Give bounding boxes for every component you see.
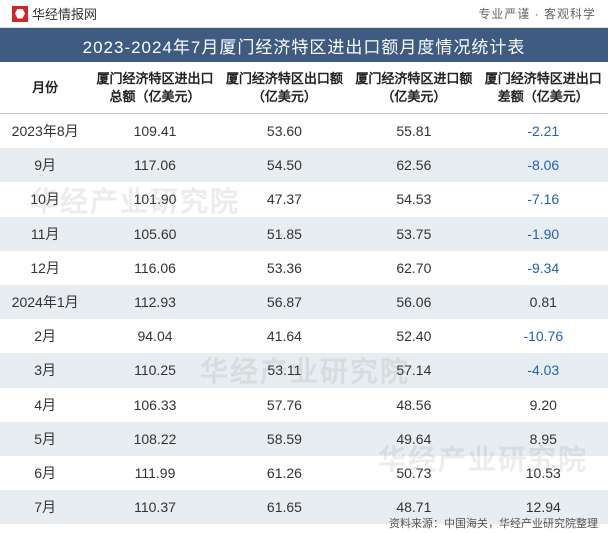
cell-total: 105.60 [90, 217, 219, 251]
table-row: 9月117.0654.5062.56-8.06 [0, 148, 608, 182]
table-row: 12月116.0653.3662.70-9.34 [0, 251, 608, 285]
table-row: 2024年1月112.9356.8756.060.81 [0, 285, 608, 319]
site-slogan: 专业严谨 · 客观科学 [478, 5, 596, 22]
cell-diff: -9.34 [479, 251, 608, 285]
cell-month: 12月 [0, 251, 90, 285]
col-export: 厦门经济特区出口额（亿美元） [220, 62, 349, 114]
page-title: 2023-2024年7月厦门经济特区进出口额月度情况统计表 [0, 28, 608, 62]
cell-import: 49.64 [349, 422, 478, 456]
header-row: 月份 厦门经济特区进出口总额（亿美元） 厦门经济特区出口额（亿美元） 厦门经济特… [0, 62, 608, 114]
cell-diff: 10.53 [479, 456, 608, 490]
topbar: 华经情报网 专业严谨 · 客观科学 [0, 0, 608, 28]
cell-total: 94.04 [90, 319, 219, 353]
cell-month: 7月 [0, 490, 90, 524]
col-total: 厦门经济特区进出口总额（亿美元） [90, 62, 219, 114]
col-month: 月份 [0, 62, 90, 114]
cell-import: 62.70 [349, 251, 478, 285]
cell-month: 11月 [0, 217, 90, 251]
cell-export: 53.36 [220, 251, 349, 285]
cell-export: 61.65 [220, 490, 349, 524]
cell-export: 53.60 [220, 114, 349, 149]
cell-import: 56.06 [349, 285, 478, 319]
cell-diff: -10.76 [479, 319, 608, 353]
cell-import: 52.40 [349, 319, 478, 353]
cell-total: 110.25 [90, 353, 219, 387]
col-diff: 厦门经济特区进出口差额（亿美元） [479, 62, 608, 114]
cell-import: 57.14 [349, 353, 478, 387]
cell-import: 48.56 [349, 388, 478, 422]
table-row: 2023年8月109.4153.6055.81-2.21 [0, 114, 608, 149]
cell-total: 116.06 [90, 251, 219, 285]
table-row: 4月106.3357.7648.569.20 [0, 388, 608, 422]
table-row: 10月101.9047.3754.53-7.16 [0, 182, 608, 216]
cell-import: 54.53 [349, 182, 478, 216]
cell-month: 2023年8月 [0, 114, 90, 149]
logo-icon [12, 6, 28, 22]
cell-month: 3月 [0, 353, 90, 387]
table-row: 5月108.2258.5949.648.95 [0, 422, 608, 456]
cell-export: 41.64 [220, 319, 349, 353]
cell-month: 2月 [0, 319, 90, 353]
cell-diff: -1.90 [479, 217, 608, 251]
cell-total: 111.99 [90, 456, 219, 490]
cell-import: 50.73 [349, 456, 478, 490]
cell-import: 55.81 [349, 114, 478, 149]
cell-month: 6月 [0, 456, 90, 490]
cell-export: 53.11 [220, 353, 349, 387]
cell-total: 109.41 [90, 114, 219, 149]
cell-total: 110.37 [90, 490, 219, 524]
cell-month: 4月 [0, 388, 90, 422]
table-row: 11月105.6051.8553.75-1.90 [0, 217, 608, 251]
cell-export: 58.59 [220, 422, 349, 456]
cell-total: 117.06 [90, 148, 219, 182]
cell-diff: 8.95 [479, 422, 608, 456]
site-name: 华经情报网 [32, 4, 97, 23]
source-footer: 资料来源：中国海关，华经产业研究院整理 [389, 515, 598, 531]
cell-total: 108.22 [90, 422, 219, 456]
cell-total: 106.33 [90, 388, 219, 422]
cell-export: 57.76 [220, 388, 349, 422]
cell-export: 54.50 [220, 148, 349, 182]
cell-export: 47.37 [220, 182, 349, 216]
cell-month: 5月 [0, 422, 90, 456]
cell-export: 56.87 [220, 285, 349, 319]
cell-total: 112.93 [90, 285, 219, 319]
cell-import: 62.56 [349, 148, 478, 182]
cell-diff: 0.81 [479, 285, 608, 319]
table-row: 3月110.2553.1157.14-4.03 [0, 353, 608, 387]
table-row: 6月111.9961.2650.7310.53 [0, 456, 608, 490]
cell-diff: -2.21 [479, 114, 608, 149]
cell-total: 101.90 [90, 182, 219, 216]
cell-export: 51.85 [220, 217, 349, 251]
cell-month: 2024年1月 [0, 285, 90, 319]
cell-diff: 9.20 [479, 388, 608, 422]
cell-month: 9月 [0, 148, 90, 182]
cell-import: 53.75 [349, 217, 478, 251]
cell-diff: -8.06 [479, 148, 608, 182]
cell-export: 61.26 [220, 456, 349, 490]
cell-diff: -7.16 [479, 182, 608, 216]
data-table: 月份 厦门经济特区进出口总额（亿美元） 厦门经济特区出口额（亿美元） 厦门经济特… [0, 62, 608, 524]
table-row: 2月94.0441.6452.40-10.76 [0, 319, 608, 353]
cell-month: 10月 [0, 182, 90, 216]
cell-diff: -4.03 [479, 353, 608, 387]
site-brand: 华经情报网 [12, 4, 97, 23]
col-import: 厦门经济特区进口额（亿美元） [349, 62, 478, 114]
